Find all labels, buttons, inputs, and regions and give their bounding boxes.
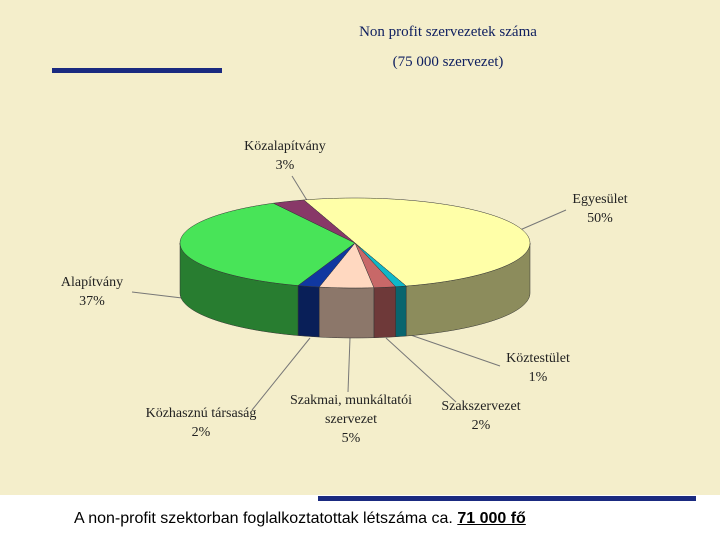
pie-slice bbox=[303, 197, 531, 287]
decor-line bbox=[52, 68, 222, 73]
chart-title: Non profit szervezetek száma bbox=[359, 24, 537, 40]
category-label: Köztestület bbox=[506, 351, 570, 366]
value-label: 1% bbox=[528, 370, 548, 385]
category-label: Alapítvány bbox=[60, 275, 124, 290]
footer: A non-profit szektorban foglalkoztatotta… bbox=[74, 510, 526, 528]
slice-label: Szakszervezet 2% bbox=[421, 397, 541, 435]
value-label: 37% bbox=[79, 294, 105, 309]
pie-slice bbox=[318, 242, 375, 289]
leader-lines bbox=[131, 175, 567, 411]
category-label: Szakszervezet bbox=[441, 399, 521, 414]
footer-text: A non-profit szektorban foglalkoztatotta… bbox=[74, 510, 453, 527]
value-label: 50% bbox=[587, 211, 613, 226]
pie-slice bbox=[272, 199, 356, 244]
value-label: 5% bbox=[341, 431, 361, 446]
decor-line bbox=[318, 496, 696, 501]
category-label: Szakmai, munkáltatói szervezet bbox=[289, 393, 413, 427]
slice-label: Szakmai, munkáltatói szervezet 5% bbox=[271, 391, 431, 448]
pie-slice-side bbox=[395, 285, 407, 338]
pie-slice-side bbox=[318, 286, 375, 339]
slice-label: Köztestület 1% bbox=[488, 349, 588, 387]
footer-emphasis: 71 000 fő bbox=[457, 510, 526, 527]
category-label: Közalapítvány bbox=[244, 139, 326, 154]
pie-slice-side bbox=[373, 286, 396, 338]
value-label: 2% bbox=[191, 425, 211, 440]
chart-subtitle: (75 000 szervezet) bbox=[392, 54, 504, 70]
category-label: Egyesület bbox=[572, 192, 628, 207]
pie-slice bbox=[179, 202, 356, 286]
value-label: 2% bbox=[471, 418, 491, 433]
category-label: Közhasznú társaság bbox=[145, 406, 257, 421]
pie bbox=[179, 197, 531, 339]
slice-label: Alapítvány 37% bbox=[37, 273, 147, 311]
pie-slice-side bbox=[297, 285, 320, 338]
slice-label: Közhasznú társaság 2% bbox=[126, 404, 276, 442]
slice-label: Egyesület 50% bbox=[545, 190, 655, 228]
slice-label: Közalapítvány 3% bbox=[220, 137, 350, 175]
value-label: 3% bbox=[275, 158, 295, 173]
